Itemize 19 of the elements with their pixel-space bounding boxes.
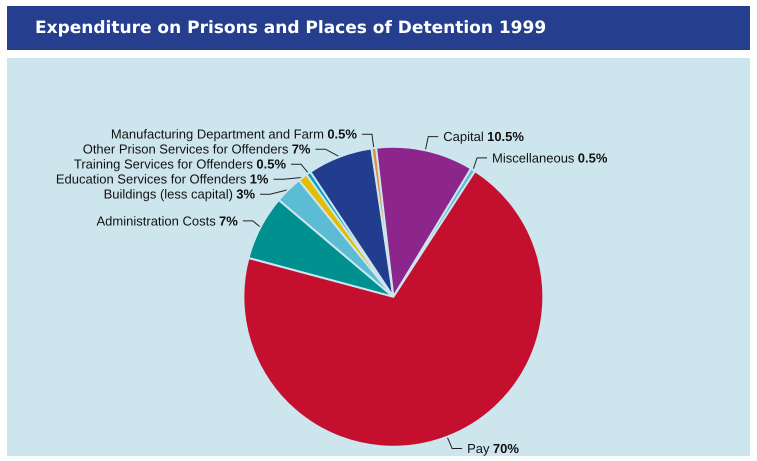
- slice-label: Education Services for Offenders: [56, 172, 247, 187]
- slice-label: Buildings (less capital): [104, 186, 233, 202]
- slice-label: Manufacturing Department and Farm: [110, 126, 324, 142]
- data-label: 1%: [250, 172, 269, 187]
- data-label: 7%: [219, 213, 238, 228]
- slice-label: Other Prison Services for Offenders: [82, 142, 289, 157]
- data-label: 70%: [492, 441, 520, 456]
- data-label: 10.5%: [487, 129, 524, 144]
- data-label: 0.5%: [256, 156, 286, 172]
- data-label: 0.5%: [327, 126, 358, 142]
- data-label: 7%: [292, 142, 311, 157]
- data-label: 0.5%: [578, 150, 608, 166]
- slice-label: Miscellaneous: [492, 150, 575, 166]
- slice-label: Training Services for Offenders: [74, 156, 254, 172]
- slice-label: Administration Costs: [96, 213, 216, 228]
- slice-label: Pay: [467, 441, 490, 456]
- chart-title: Expenditure on Prisons and Places of Detention 1999: [7, 6, 750, 50]
- data-label: 3%: [236, 186, 256, 202]
- slice-label: Capital: [443, 129, 484, 144]
